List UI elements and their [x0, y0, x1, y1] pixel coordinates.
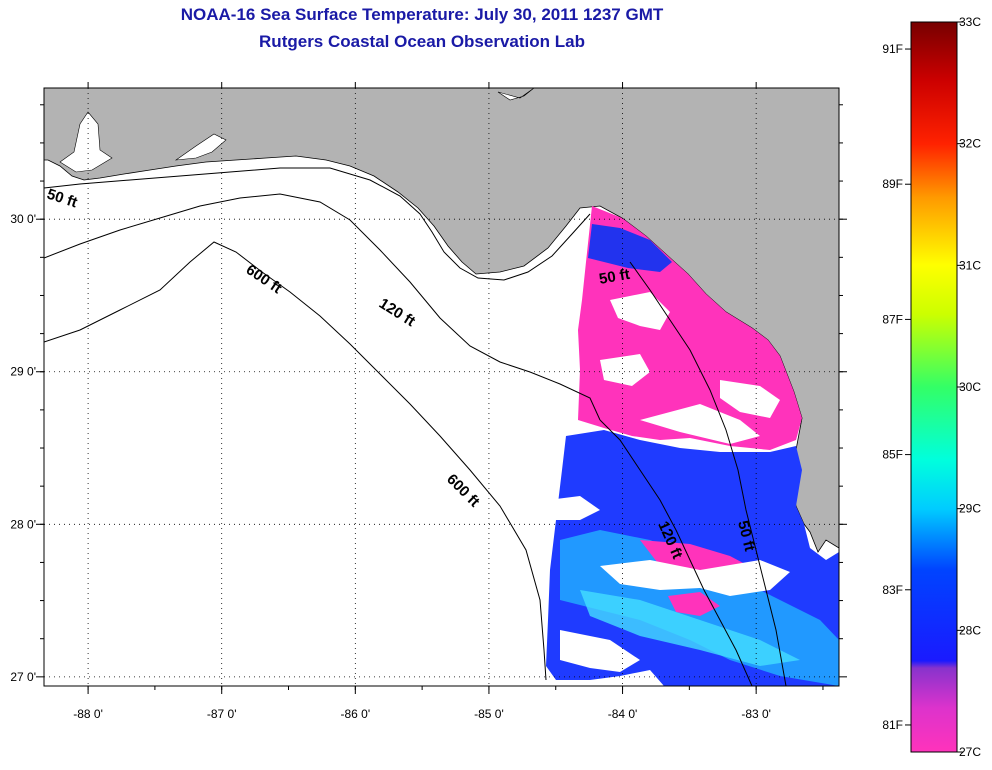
colorbar-c-label: 29C [959, 502, 981, 516]
contour-50ft-west [44, 167, 591, 281]
colorbar-f-label: 91F [882, 42, 903, 56]
axis-ticks: -88 0' -87 0' -86 0' -85 0' -84 0' -83 0' 30 0… [10, 82, 847, 721]
colorbar-c-label: 28C [959, 623, 981, 637]
lon-tick-label: -86 0' [340, 707, 370, 721]
colorbar-c-label: 32C [959, 137, 981, 151]
contour-120ft-east [599, 419, 753, 686]
pensacola-bay [174, 133, 227, 161]
colorbar-ticks: 33C 32C 31C 30C 29C 28C 27C 91F 89F 87F 85F 83F 81F [882, 15, 981, 759]
lat-tick-label: 27 0' [10, 670, 36, 684]
contour-120ft [44, 193, 601, 421]
lon-tick-label: -84 0' [608, 707, 638, 721]
colorbar-f-label: 89F [882, 177, 903, 191]
colorbar-f-label: 81F [882, 718, 903, 732]
colorbar-c-label: 31C [959, 258, 981, 272]
colorbar-c-label: 30C [959, 380, 981, 394]
map-title: NOAA-16 Sea Surface Temperature: July 30… [180, 5, 664, 24]
lon-tick-label: -85 0' [474, 707, 504, 721]
mobile-bay [59, 111, 113, 173]
colorbar-f-label: 85F [882, 448, 903, 462]
contour-50ft-east [629, 261, 787, 686]
map-subtitle: Rutgers Coastal Ocean Observation Lab [259, 32, 585, 51]
colorbar [910, 21, 958, 753]
contour-600ft [44, 241, 547, 681]
colorbar-f-label: 83F [882, 583, 903, 597]
contour-label: 50 ft [598, 266, 631, 288]
plot-frame [43, 87, 840, 687]
lat-tick-label: 28 0' [10, 517, 36, 531]
lon-tick-label: -87 0' [207, 707, 237, 721]
lon-tick-label: -83 0' [741, 707, 771, 721]
colorbar-f-label: 87F [882, 312, 903, 326]
lat-tick-label: 29 0' [10, 365, 36, 379]
lat-tick-label: 30 0' [10, 212, 36, 226]
colorbar-c-label: 33C [959, 15, 981, 29]
lon-tick-label: -88 0' [73, 707, 103, 721]
inland-lake [497, 88, 535, 101]
colorbar-c-label: 27C [959, 745, 981, 759]
contour-label: 50 ft [734, 519, 758, 553]
